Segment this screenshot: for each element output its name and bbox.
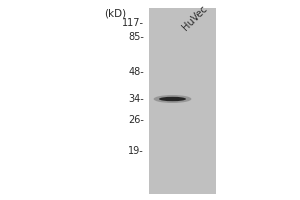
Text: HuVec: HuVec: [180, 4, 209, 33]
Ellipse shape: [154, 95, 191, 103]
Bar: [148, 8, 216, 194]
Text: 117-: 117-: [122, 18, 144, 28]
Ellipse shape: [159, 97, 186, 101]
Text: (kD): (kD): [104, 8, 126, 18]
Text: 34-: 34-: [128, 94, 144, 104]
Text: 85-: 85-: [128, 32, 144, 42]
Text: 48-: 48-: [128, 67, 144, 77]
Text: 19-: 19-: [128, 146, 144, 156]
Text: 26-: 26-: [128, 115, 144, 125]
